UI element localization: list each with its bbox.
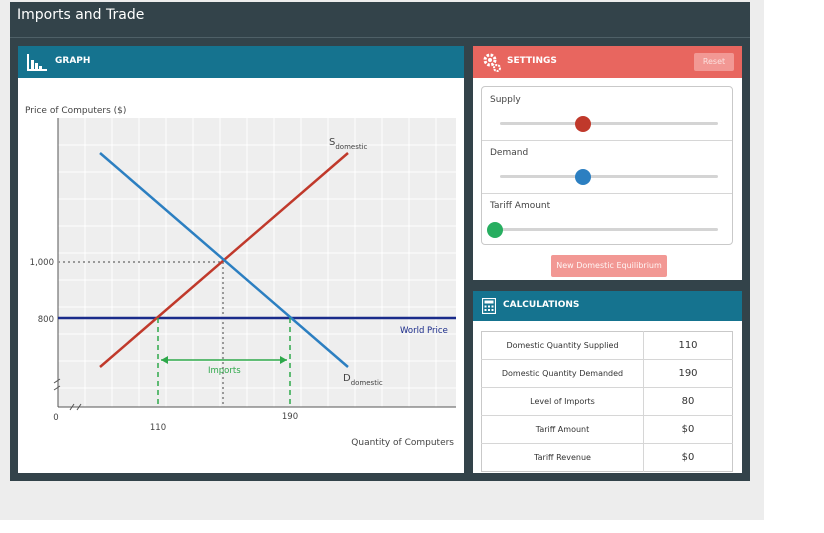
calculations-header: CALCULATIONS: [473, 291, 742, 321]
grid-lines: [58, 118, 456, 407]
y-tick-800: 800: [38, 315, 54, 325]
plot-area: [58, 118, 456, 407]
gears-icon: [483, 53, 501, 72]
demand-slider-row: Demand: [482, 140, 732, 194]
demand-slider-label: Demand: [490, 148, 529, 158]
demand-slider-handle[interactable]: [575, 169, 591, 185]
imports-arrow-right-head: [280, 356, 287, 364]
title-divider: [10, 37, 750, 38]
supply-slider-label: Supply: [490, 95, 521, 105]
row-label: Tariff Amount: [481, 415, 644, 444]
row-value: 80: [643, 387, 733, 416]
graph-panel: GRAPH Price of Computers ($): [18, 46, 464, 473]
x-tick-110: 110: [150, 423, 166, 433]
x-axis-title: Quantity of Computers: [351, 438, 454, 448]
row-label: Domestic Quantity Demanded: [481, 359, 644, 388]
table-row: Tariff Revenue $0: [482, 443, 733, 472]
supply-slider-handle[interactable]: [575, 116, 591, 132]
table-row: Domestic Quantity Supplied 110: [481, 331, 733, 360]
calculations-header-label: CALCULATIONS: [503, 300, 580, 310]
calculations-panel: CALCULATIONS Domestic Quantity Supplied …: [473, 291, 742, 473]
origin-label: 0: [53, 413, 58, 423]
settings-header-label: SETTINGS: [507, 56, 557, 66]
y-tick-1000: 1,000: [30, 258, 54, 268]
row-value: $0: [643, 443, 733, 472]
table-row: Level of Imports 80: [481, 387, 733, 416]
axis-break-marks: [53, 378, 82, 411]
demand-curve: [99, 152, 349, 368]
reset-button[interactable]: Reset: [694, 53, 734, 71]
row-value: $0: [643, 415, 733, 444]
imports-arrow-left-head: [161, 356, 168, 364]
supply-label: Sdomestic: [329, 137, 368, 151]
row-label: Tariff Revenue: [534, 453, 591, 462]
new-equilibrium-button[interactable]: New Domestic Equilibrium: [551, 255, 667, 277]
row-label: Domestic Quantity Supplied: [481, 331, 644, 360]
calculations-table: Domestic Quantity Supplied 110 Domestic …: [481, 331, 733, 472]
graph-canvas: Price of Computers ($): [25, 106, 456, 448]
row-label: Level of Imports: [481, 387, 644, 416]
settings-panel: SETTINGS Reset Supply Demand Tariff Amou…: [473, 46, 742, 280]
graph-header: GRAPH: [18, 46, 464, 78]
bar-chart-icon: [27, 54, 47, 71]
settings-header: SETTINGS Reset: [473, 46, 742, 78]
supply-slider-track[interactable]: [500, 122, 718, 125]
demand-slider-track[interactable]: [500, 175, 718, 178]
supply-slider-row: Supply: [482, 87, 732, 141]
app-window: Imports and Trade GRAPH Price of Compute…: [10, 2, 750, 481]
tariff-slider-handle[interactable]: [487, 222, 503, 238]
y-axis-title: Price of Computers ($): [25, 106, 126, 116]
tariff-slider-label: Tariff Amount: [490, 201, 551, 211]
sliders-box: Supply Demand Tariff Amount: [481, 86, 733, 245]
row-value: 110: [643, 331, 733, 360]
world-price-label: World Price: [400, 326, 448, 336]
calculator-icon: [482, 298, 496, 314]
graph-header-label: GRAPH: [55, 56, 91, 66]
x-tick-190: 190: [282, 412, 298, 422]
app-title: Imports and Trade: [17, 7, 145, 23]
tariff-slider-row: Tariff Amount: [482, 193, 732, 246]
table-row: Tariff Amount $0: [481, 415, 733, 444]
imports-label: Imports: [208, 366, 241, 376]
table-row: Domestic Quantity Demanded 190: [481, 359, 733, 388]
demand-label: Ddomestic: [343, 373, 383, 387]
row-value: 190: [643, 359, 733, 388]
tariff-slider-track[interactable]: [500, 228, 718, 231]
